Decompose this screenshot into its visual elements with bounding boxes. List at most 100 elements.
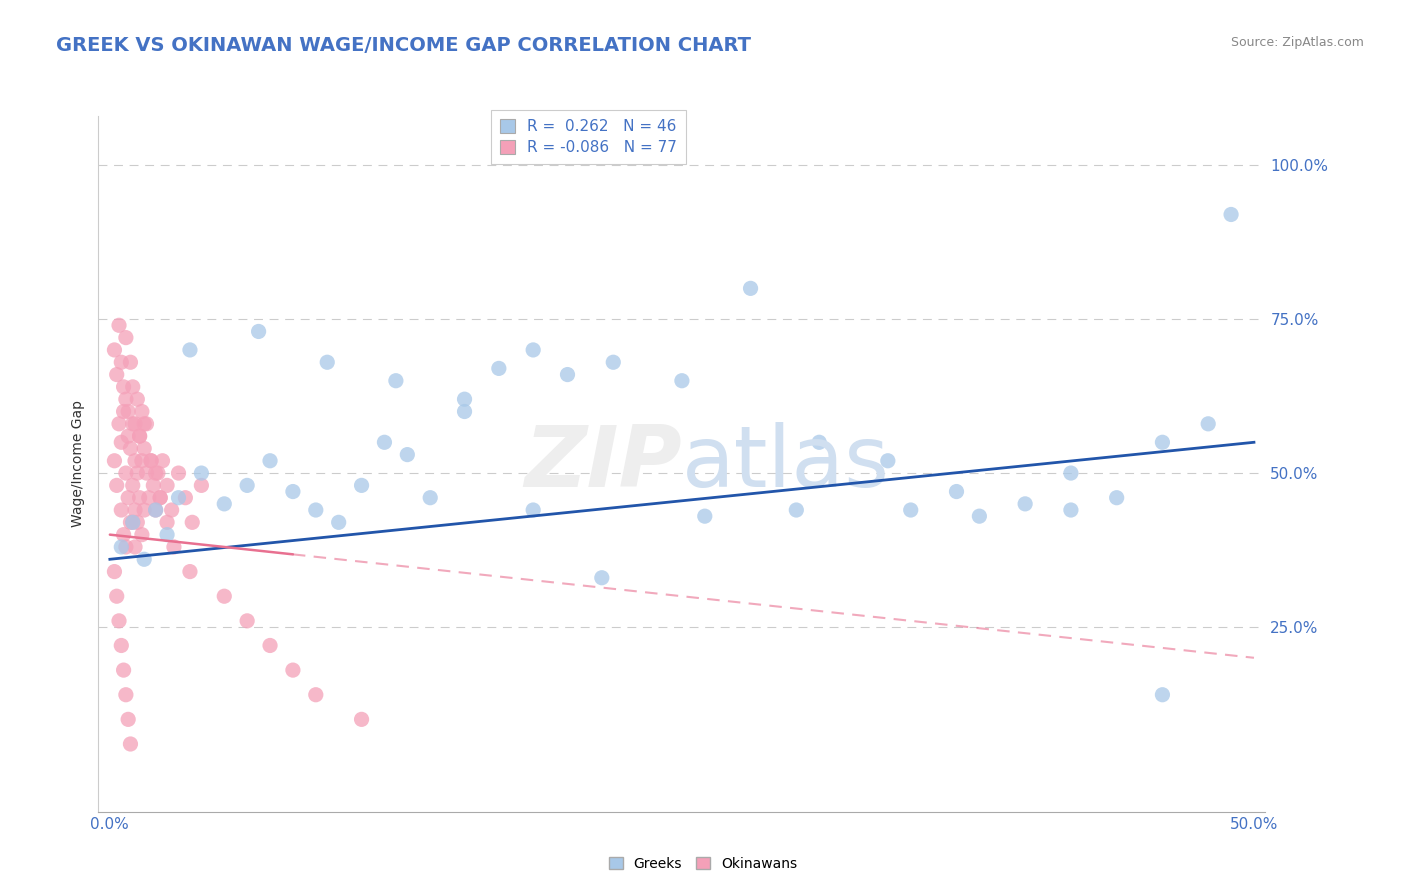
Point — [149, 491, 172, 505]
Point — [419, 491, 441, 505]
Point — [328, 516, 350, 530]
Point — [127, 466, 149, 480]
Point — [117, 404, 139, 418]
Point — [135, 466, 157, 480]
Point — [115, 466, 138, 480]
Point — [190, 478, 212, 492]
Point — [110, 503, 132, 517]
Point — [900, 503, 922, 517]
Point — [145, 466, 167, 480]
Point — [373, 435, 395, 450]
Point — [127, 516, 149, 530]
Point — [453, 404, 475, 418]
Point — [135, 417, 157, 431]
Point — [128, 429, 150, 443]
Point — [138, 491, 160, 505]
Point — [105, 589, 128, 603]
Point — [167, 466, 190, 480]
Point — [112, 663, 135, 677]
Point — [120, 737, 142, 751]
Point — [156, 516, 179, 530]
Point — [602, 355, 624, 369]
Point — [693, 509, 716, 524]
Point — [103, 343, 125, 357]
Point — [149, 491, 172, 505]
Point — [112, 404, 135, 418]
Point — [112, 527, 135, 541]
Point — [120, 516, 142, 530]
Point — [1152, 688, 1174, 702]
Point — [163, 540, 186, 554]
Y-axis label: Wage/Income Gap: Wage/Income Gap — [72, 401, 86, 527]
Point — [281, 663, 304, 677]
Point — [120, 355, 142, 369]
Point — [969, 509, 991, 524]
Point — [103, 565, 125, 579]
Point — [156, 478, 179, 492]
Point — [110, 540, 132, 554]
Point — [1060, 503, 1083, 517]
Point — [785, 503, 807, 517]
Point — [108, 318, 131, 333]
Point — [1014, 497, 1036, 511]
Point — [396, 448, 419, 462]
Point — [259, 454, 281, 468]
Point — [127, 392, 149, 407]
Point — [145, 503, 167, 517]
Point — [876, 454, 898, 468]
Point — [134, 417, 156, 431]
Point — [740, 281, 762, 295]
Point — [105, 478, 128, 492]
Legend: R =  0.262   N = 46, R = -0.086   N = 77: R = 0.262 N = 46, R = -0.086 N = 77 — [491, 110, 686, 164]
Text: Source: ZipAtlas.com: Source: ZipAtlas.com — [1230, 36, 1364, 49]
Point — [1152, 435, 1174, 450]
Point — [179, 565, 201, 579]
Legend: Greeks, Okinawans: Greeks, Okinawans — [603, 851, 803, 876]
Point — [115, 330, 138, 344]
Point — [110, 435, 132, 450]
Point — [139, 454, 162, 468]
Point — [120, 442, 142, 456]
Point — [247, 325, 270, 339]
Point — [305, 688, 328, 702]
Point — [139, 454, 162, 468]
Point — [591, 571, 613, 585]
Point — [316, 355, 339, 369]
Point — [142, 478, 165, 492]
Point — [134, 503, 156, 517]
Point — [808, 435, 831, 450]
Point — [115, 540, 138, 554]
Point — [350, 712, 373, 726]
Point — [115, 688, 138, 702]
Point — [108, 614, 131, 628]
Point — [131, 404, 153, 418]
Point — [1220, 207, 1243, 221]
Point — [1060, 466, 1083, 480]
Point — [146, 466, 169, 480]
Point — [259, 639, 281, 653]
Point — [181, 516, 204, 530]
Point — [557, 368, 579, 382]
Text: GREEK VS OKINAWAN WAGE/INCOME GAP CORRELATION CHART: GREEK VS OKINAWAN WAGE/INCOME GAP CORREL… — [56, 36, 751, 54]
Point — [145, 503, 167, 517]
Point — [117, 429, 139, 443]
Point — [121, 478, 143, 492]
Point — [128, 429, 150, 443]
Point — [236, 614, 259, 628]
Point — [522, 343, 544, 357]
Point — [124, 454, 146, 468]
Point — [214, 497, 236, 511]
Point — [103, 454, 125, 468]
Point — [488, 361, 510, 376]
Point — [179, 343, 201, 357]
Point — [1197, 417, 1219, 431]
Point — [236, 478, 259, 492]
Point — [121, 516, 143, 530]
Point — [131, 527, 153, 541]
Point — [115, 392, 138, 407]
Point — [190, 466, 212, 480]
Point — [350, 478, 373, 492]
Point — [112, 380, 135, 394]
Point — [124, 417, 146, 431]
Point — [110, 355, 132, 369]
